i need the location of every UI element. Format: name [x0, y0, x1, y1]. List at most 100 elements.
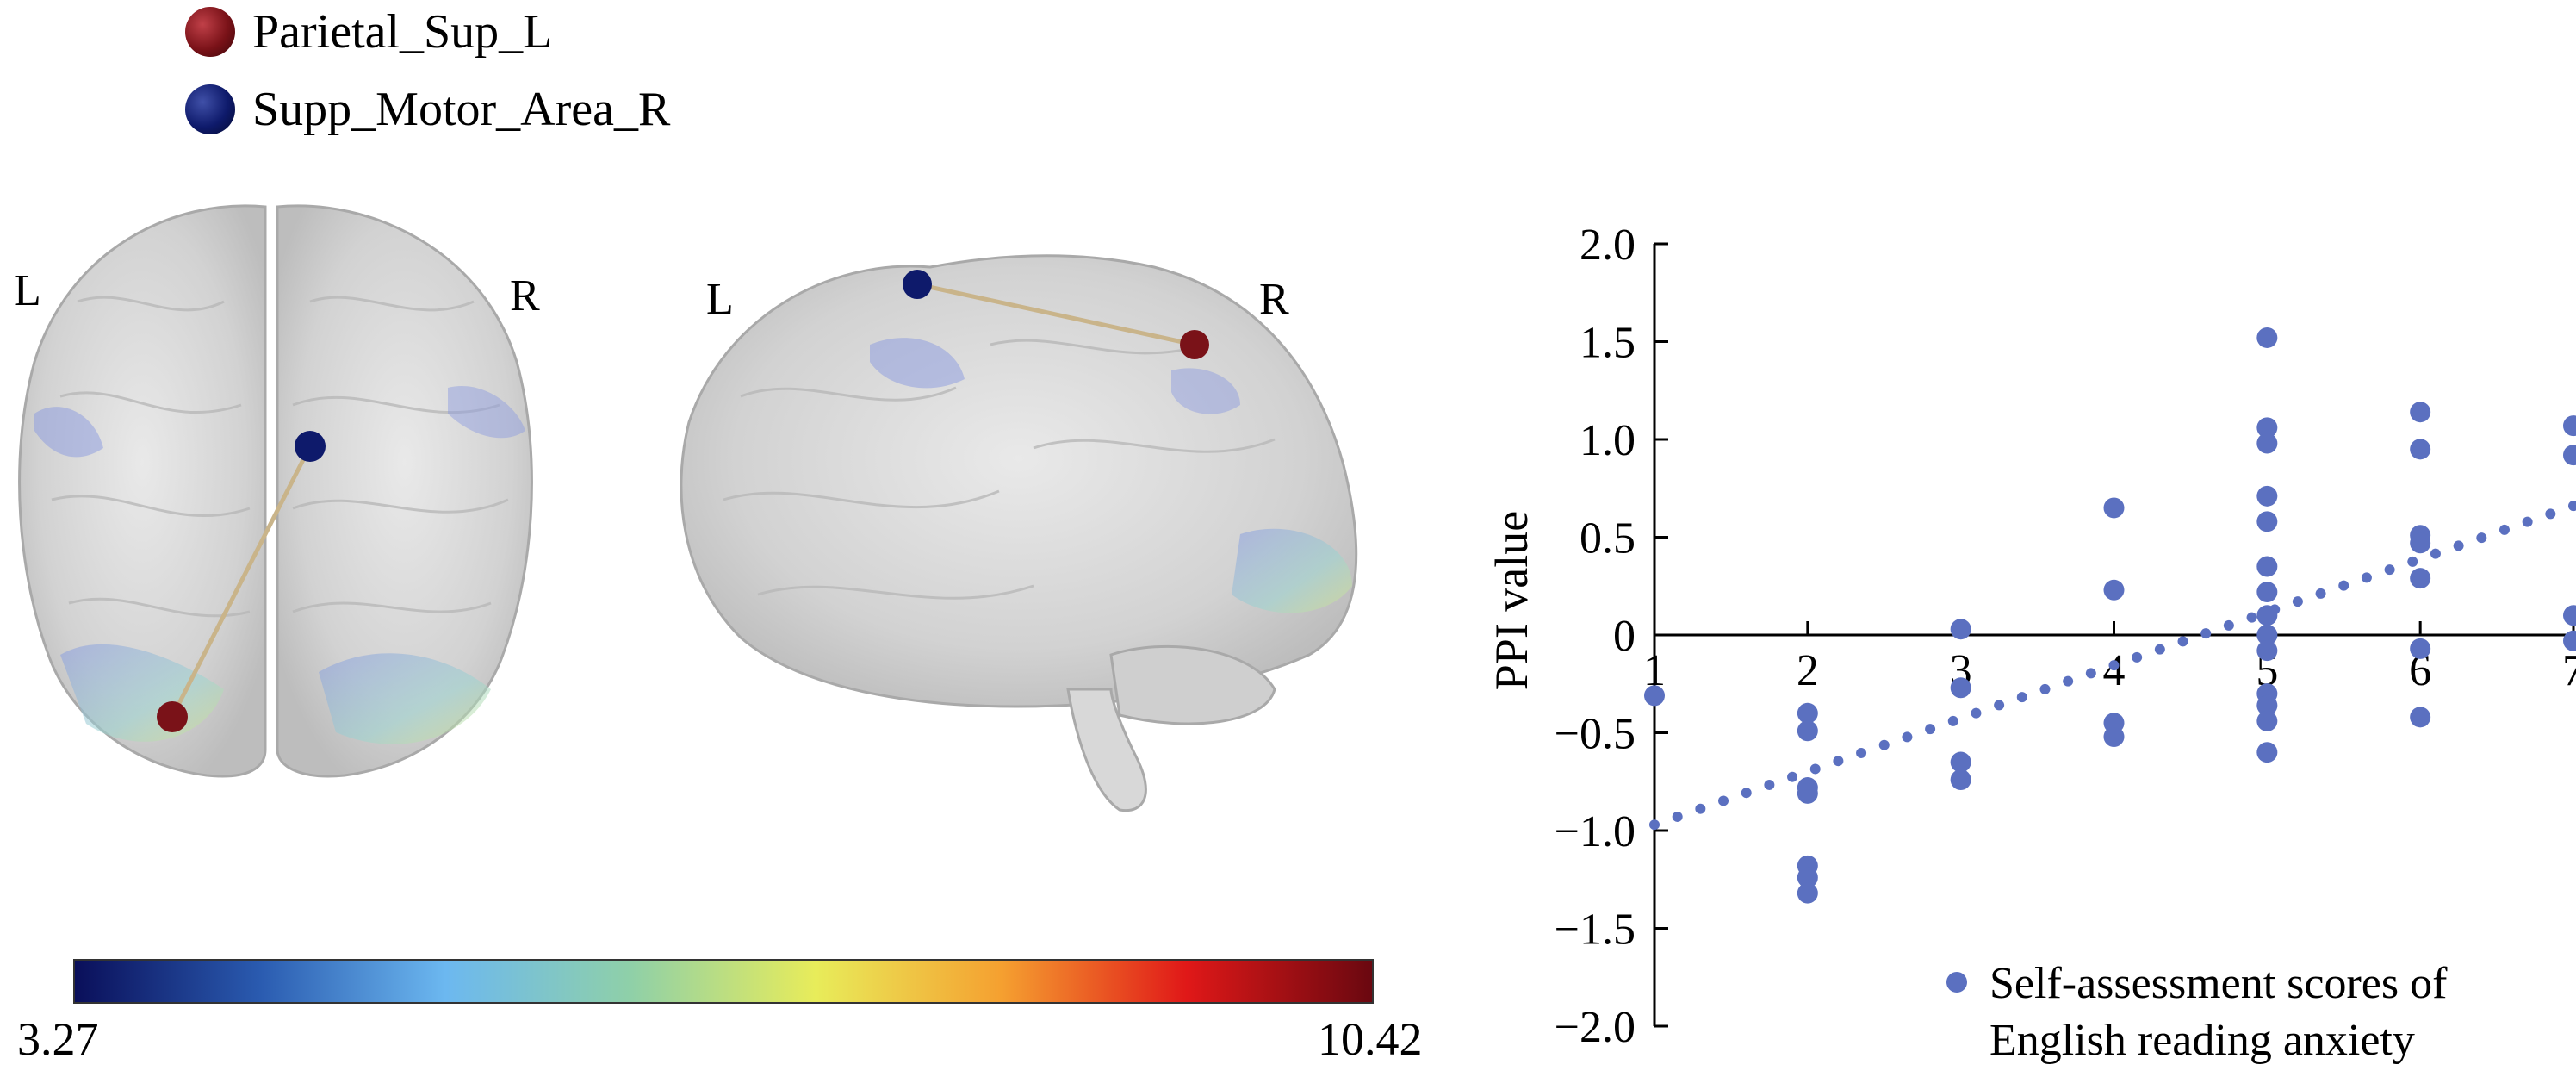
data-point: [2256, 327, 2278, 348]
data-point: [1644, 685, 1665, 707]
trendline-dot: [2498, 524, 2510, 535]
data-point: [2256, 710, 2278, 731]
brain-renderings: [18, 204, 1358, 812]
data-point: [1950, 619, 1971, 640]
data-points: [1644, 327, 2576, 904]
data-point: [2256, 625, 2278, 645]
trendline-dot: [2177, 636, 2188, 647]
y-axis-label: PPI value: [1486, 511, 1537, 691]
trendline-dot: [2200, 628, 2212, 639]
data-point: [2410, 439, 2431, 460]
trendline-dot: [1902, 731, 1913, 743]
trendline-dot: [1809, 763, 1821, 775]
data-point: [2410, 568, 2431, 589]
data-point: [2256, 511, 2278, 532]
x-tick-label: 4: [2103, 646, 2126, 695]
trendline-dot: [2522, 516, 2533, 527]
legend-label: Self-assessment scores of: [1989, 959, 2448, 1008]
trendline-dot: [1947, 715, 1958, 726]
axial-left-label: L: [14, 266, 41, 315]
node-parietal-sup-l: [157, 701, 188, 732]
trendline-dot: [1878, 739, 1890, 750]
data-point: [1950, 751, 1971, 773]
data-point: [1950, 677, 1971, 699]
trendline-dot: [2384, 564, 2395, 576]
trendline-dot: [2430, 548, 2441, 559]
sagittal-right-label: R: [1259, 275, 1289, 324]
data-point: [1797, 782, 1818, 804]
trendline-dot: [1856, 747, 1867, 758]
colorbar: [73, 959, 1374, 1004]
data-point: [2563, 445, 2576, 466]
trendline-dot: [1672, 811, 1683, 822]
trendline-dot: [2132, 651, 2143, 663]
trendline-dot: [1718, 795, 1729, 806]
trendline-dot: [2016, 692, 2027, 703]
node-red-sphere-icon: [185, 7, 235, 57]
trendline-dot: [1833, 756, 1844, 767]
data-point: [2256, 640, 2278, 662]
trendline-dot: [2063, 675, 2074, 687]
node-supp-motor-area-r: [295, 431, 326, 462]
y-tick-label: −1.5: [1555, 906, 1636, 955]
legend-marker-icon: [1946, 972, 1967, 993]
trendline-dot: [2545, 508, 2556, 520]
left-hemisphere: [18, 204, 267, 778]
data-point: [2410, 402, 2431, 423]
data-point: [2256, 742, 2278, 763]
trendline: [1649, 501, 2576, 831]
chart-legend: Self-assessment scores of English reading…: [1946, 959, 2448, 1065]
colorbar-min-label: 3.27: [17, 1013, 99, 1065]
trendline-dot: [2154, 644, 2165, 655]
trendline-dot: [2246, 612, 2257, 623]
trendline-dot: [2568, 501, 2576, 512]
node-blue-sphere-icon: [185, 84, 235, 134]
data-point: [2256, 694, 2278, 716]
data-point: [1797, 720, 1818, 742]
y-tick-label: 0.5: [1580, 514, 1636, 563]
legend-supp-motor-area-r: Supp_Motor_Area_R: [185, 84, 670, 134]
data-point: [2256, 605, 2278, 626]
data-point: [1797, 882, 1818, 904]
trendline-dot: [1925, 724, 1936, 735]
y-tick-label: 2.0: [1580, 221, 1636, 270]
data-point: [2410, 638, 2431, 659]
data-point: [1797, 702, 1818, 724]
data-point: [2103, 497, 2125, 519]
data-point: [2256, 485, 2278, 507]
y-tick-label: 1.0: [1580, 416, 1636, 465]
legend-label: Supp_Motor_Area_R: [252, 83, 671, 136]
trendline-dot: [2292, 596, 2303, 607]
data-point: [2410, 532, 2431, 554]
legend-label: English reading anxiety: [1989, 1016, 2415, 1065]
axial-right-label: R: [510, 271, 540, 321]
brainstem: [1066, 688, 1147, 812]
trendline-dot: [2407, 556, 2418, 567]
y-tick-label: −2.0: [1555, 1003, 1636, 1052]
trendline-dot: [1971, 707, 1982, 719]
x-tick-label: 2: [1797, 646, 1819, 695]
data-point: [2103, 726, 2125, 748]
data-point: [1797, 867, 1818, 888]
data-point: [2256, 417, 2278, 439]
cerebellum: [1109, 644, 1276, 725]
trendline-dot: [2338, 580, 2349, 591]
trendline-dot: [2223, 619, 2234, 631]
trendline-dot: [2476, 532, 2487, 544]
y-tick-label: 0: [1613, 612, 1636, 661]
trendline-dot: [1695, 803, 1706, 814]
node-parietal-sup-l: [1180, 330, 1209, 359]
trendline-dot: [2085, 668, 2096, 679]
x-tick-label: 7: [2562, 646, 2576, 695]
data-point: [1950, 769, 1971, 790]
data-point: [2563, 630, 2576, 651]
right-hemisphere: [276, 204, 533, 778]
colorbar-max-label: 10.42: [1318, 1013, 1423, 1065]
brain-axial-view: [18, 204, 533, 778]
trendline-dot: [2315, 588, 2326, 599]
trendline-dot: [1764, 779, 1775, 790]
y-ticks: 2.0 1.5 1.0 0.5 0 −0.5 −1.0 −1.5 −2.0: [1555, 221, 1668, 1052]
brain-sagittal-view: [680, 254, 1358, 812]
